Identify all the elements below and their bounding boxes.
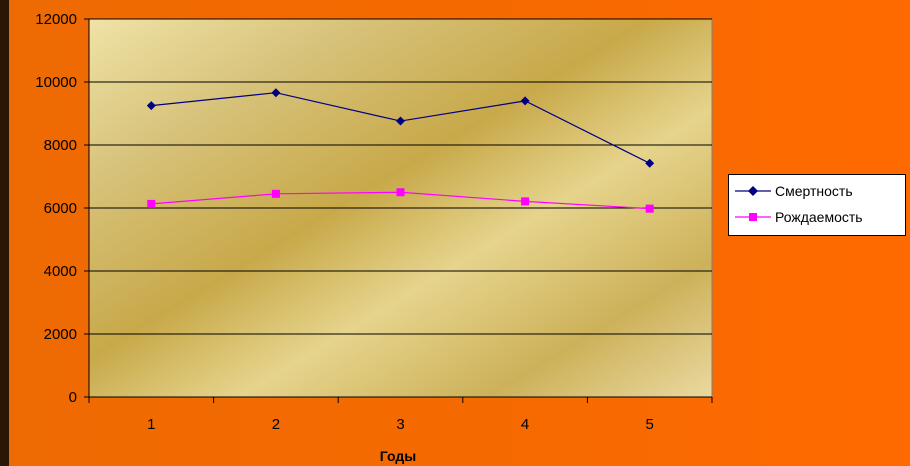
data-point-diamond [645,158,655,168]
x-tick-label: 1 [147,416,155,433]
legend-label-birthrate: Рождаемость [775,209,863,225]
data-point-square [645,204,654,213]
x-tick-label: 5 [646,416,654,433]
x-axis-title: Годы [380,448,416,464]
y-tick-label: 12000 [35,11,77,28]
data-point-diamond [520,96,530,106]
x-tick-label: 2 [272,416,280,433]
y-tick-label: 8000 [44,137,77,154]
y-tick-label: 6000 [44,200,77,217]
data-point-square [396,188,405,197]
legend-item-birthrate: Рождаемость [733,207,903,229]
legend-swatch-mortality [735,186,771,196]
data-point-diamond [271,88,281,98]
data-point-diamond [146,101,156,111]
y-tick-label: 0 [69,389,77,406]
data-point-square [271,189,280,198]
y-tick-label: 2000 [44,326,77,343]
legend-item-mortality: Смертность [733,181,903,203]
data-point-square [147,199,156,208]
y-tick-label: 10000 [35,74,77,91]
left-edge-strip [0,0,9,466]
y-tick-label: 4000 [44,263,77,280]
legend: Смертность Рождаемость [728,174,906,236]
data-point-square [521,197,530,206]
legend-label-mortality: Смертность [775,183,853,199]
legend-swatch-birthrate [735,213,771,221]
x-tick-label: 3 [396,416,404,433]
x-tick-label: 4 [521,416,529,433]
data-point-diamond [396,116,405,126]
